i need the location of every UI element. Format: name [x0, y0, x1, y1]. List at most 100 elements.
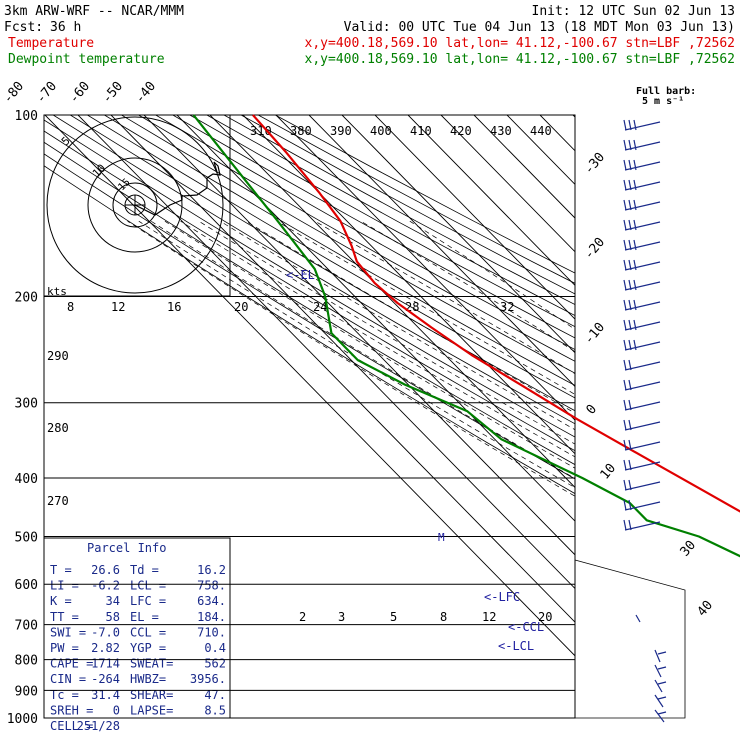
dry-adiabat	[224, 115, 740, 718]
isotherm-right-label: 10	[598, 461, 620, 483]
wind-barb	[655, 710, 664, 722]
parcel-info-cell: K =	[50, 594, 72, 608]
parcel-info-cell: HWBZ=	[130, 672, 166, 686]
parcel-info-cell: 184.	[197, 610, 226, 624]
isotherm-top-label: -60	[67, 79, 94, 107]
parcel-info-cell: 58	[106, 610, 120, 624]
isotherm	[243, 115, 740, 718]
parcel-info-cell: 562	[204, 657, 226, 671]
mixing-ratio-upper-label: 28	[405, 300, 419, 314]
wind-barb	[624, 260, 660, 270]
wind-barb	[624, 480, 660, 490]
isotherm-right-label: 40	[695, 598, 717, 620]
parcel-info-cell: SREH =	[50, 703, 93, 717]
isotherm-top-label: -70	[34, 79, 61, 107]
wind-barb	[624, 460, 660, 470]
wind-barb	[624, 300, 660, 310]
isotherm-top-label: -80	[1, 79, 28, 107]
parcel-info-cell: YGP =	[130, 641, 166, 655]
parcel-info-cell: -6.2	[91, 579, 120, 593]
wind-barb	[624, 320, 660, 330]
theta-e-label: 420	[450, 124, 472, 138]
wind-barb	[658, 682, 666, 684]
moist-adiabat	[199, 221, 740, 718]
level-marker: M	[438, 531, 445, 544]
dry-adiabat	[190, 115, 740, 718]
parcel-info-cell: LAPSE=	[130, 703, 173, 717]
model-title: 3km ARW-WRF -- NCAR/MMM	[4, 4, 184, 19]
moist-adiabat	[181, 221, 740, 718]
parcel-info-cell: 251/28	[77, 719, 120, 733]
parcel-info-cell: 26.6	[91, 563, 120, 577]
theta-e-label: 440	[530, 124, 552, 138]
wind-barb	[624, 120, 660, 130]
wind-barb	[624, 220, 660, 230]
parcel-info-cell: Td =	[130, 563, 159, 577]
wind-barb	[624, 400, 660, 410]
dry-adiabat	[156, 115, 740, 718]
level-marker: <-LCL	[498, 639, 534, 653]
parcel-info-cell: 758.	[197, 579, 226, 593]
dry-adiabat	[173, 115, 740, 718]
isotherm	[441, 115, 740, 718]
wind-barb	[624, 160, 660, 170]
wind-barb	[624, 240, 660, 250]
isotherm	[540, 115, 740, 718]
wind-barb	[624, 340, 660, 350]
parcel-info-cell: 34	[106, 594, 120, 608]
wind-barb	[624, 520, 660, 530]
theta-e-label: 400	[370, 124, 392, 138]
moist-adiabat	[361, 221, 740, 718]
parcel-info-cell: 3956.	[190, 672, 226, 686]
wind-barb	[655, 650, 660, 662]
wind-barb	[658, 667, 666, 669]
parcel-info-cell: SWEAT=	[130, 657, 173, 671]
mixing-ratio-upper-label: 12	[111, 300, 125, 314]
parcel-info-title: Parcel Info	[87, 541, 166, 555]
wind-barb	[624, 180, 660, 190]
isotherm	[177, 115, 740, 718]
fcst-value: 36 h	[50, 20, 81, 35]
wind-barb	[624, 380, 660, 390]
pressure-tick-label: 200	[15, 291, 38, 306]
isotherm-right-label: -10	[582, 320, 609, 348]
level-marker: <-EL	[286, 268, 315, 282]
parcel-info-cell: SWI =	[50, 625, 86, 639]
mixing-ratio-lower-label: 3	[338, 610, 345, 624]
parcel-info-cell: 710.	[197, 625, 226, 639]
mixing-ratio-lower-label: 8	[440, 610, 447, 624]
theta-e-label: 430	[490, 124, 512, 138]
wind-barb	[624, 420, 660, 430]
parcel-info-cell: 0	[113, 703, 120, 717]
isotherm	[573, 115, 740, 718]
parcel-info-cell: 0.4	[204, 641, 226, 655]
frame-extension	[575, 560, 685, 718]
parcel-info-cell: 1714	[91, 657, 120, 671]
wind-barb	[624, 360, 660, 370]
init-time: Init: 12 UTC Sun 02 Jun 13	[532, 4, 736, 19]
mixing-ratio-lower-label: 12	[482, 610, 496, 624]
wind-barb	[655, 680, 662, 692]
pressure-tick-label: 900	[15, 684, 38, 699]
pressure-tick-label: 700	[15, 619, 38, 634]
parcel-info-cell: SHEAR=	[130, 688, 173, 702]
mixing-ratio-upper-label: 8	[67, 300, 74, 314]
temperature-info: x,y=400.18,569.10 lat,lon= 41.12,-100.67…	[305, 36, 735, 51]
parcel-info-cell: 634.	[197, 594, 226, 608]
isotherm-right-label: 0	[584, 402, 601, 418]
isotherm-top-label: -40	[133, 79, 160, 107]
theta-e-label: 380	[290, 124, 312, 138]
wind-barb	[636, 615, 640, 622]
wind-barb	[658, 697, 666, 699]
wind-barb	[658, 712, 666, 714]
level-marker: <-LFC	[484, 590, 520, 604]
level-marker: <-CCL	[508, 620, 544, 634]
mixing-ratio-lower-label: 2	[299, 610, 306, 624]
wind-barb	[655, 695, 663, 707]
pressure-tick-label: 600	[15, 578, 38, 593]
parcel-info-cell: -264	[91, 672, 120, 686]
valid-time: Valid: 00 UTC Tue 04 Jun 13 (18 MDT Mon …	[344, 20, 735, 35]
wind-barb	[624, 200, 660, 210]
